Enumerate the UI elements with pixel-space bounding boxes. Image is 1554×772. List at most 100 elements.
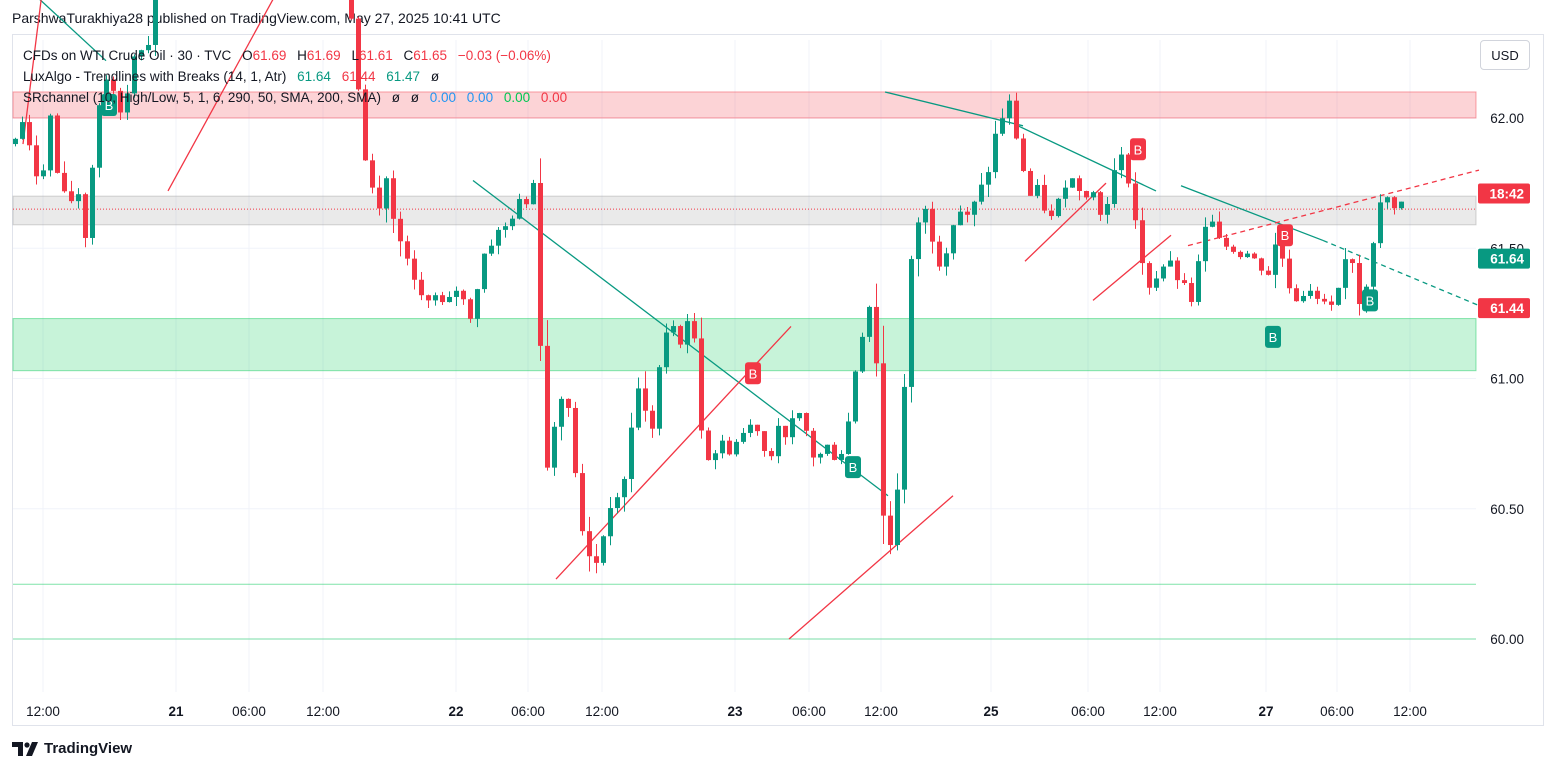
candle-up [846,421,851,454]
candle-up [664,332,669,368]
candle-up [944,253,949,267]
candle-up [1091,192,1096,198]
legend-row-symbol[interactable]: CFDs on WTI Crude Oil · 30 · TVC O61.69 … [23,45,567,66]
price-axis: 64.0063.5063.0062.5062.0061.5061.0060.50… [1490,111,1524,647]
candle-up [853,371,858,422]
x-tick-label: 06:00 [792,704,826,719]
candle-down [356,18,361,90]
candle-down [832,444,837,460]
legend-row-luxalgo[interactable]: LuxAlgo - Trendlines with Breaks (14, 1,… [23,66,567,87]
candle-down [1266,270,1271,275]
candle-down [699,338,704,431]
candle-up [1378,202,1383,244]
candle-up [902,386,907,490]
break-marker-label: B [849,460,858,475]
luxalgo-value-1: 61.64 [297,69,331,84]
y-tick-label: 61.00 [1490,372,1524,387]
candle-up [496,229,501,246]
break-marker-label: B [749,366,758,381]
candle-down [1357,263,1362,305]
candle-up [951,225,956,254]
candle-up [986,172,991,185]
candle-down [727,440,732,455]
low-value: 61.61 [358,48,393,63]
candle-up [1035,184,1040,196]
x-tick-label: 12:00 [306,704,340,719]
candle-up [1203,226,1208,262]
candle-down [62,172,67,192]
candle-up [979,184,984,202]
srchannel-value-5: 0.00 [503,90,531,105]
candle-down [391,178,396,219]
x-tick-label: 12:00 [1393,704,1427,719]
footer-brand[interactable]: TradingView [12,740,132,757]
srchannel-label: SRchannel (10, High/Low, 5, 1, 6, 290, 5… [23,90,381,105]
price-tag-badge [1478,248,1530,269]
candle-up [454,290,459,297]
candle-down [930,208,935,242]
break-marker-label: B [1134,142,1143,157]
candle-up [1399,201,1404,209]
candle-down [377,187,382,209]
candle-down [1252,253,1257,259]
price-tag-label: 61.44 [1490,301,1524,316]
open-value: 61.69 [252,48,287,63]
candle-up [559,398,564,427]
candle-up [615,497,620,509]
candle-up [1301,295,1306,302]
candle-down [587,531,592,557]
candle-down [1175,260,1180,281]
candle-up [1343,259,1348,288]
candle-down [1182,280,1187,284]
candle-down [538,183,543,346]
candle-up [1385,197,1390,203]
candle-up [608,508,613,537]
candle-up [923,208,928,223]
x-tick-label: 12:00 [864,704,898,719]
candle-down [83,194,88,238]
candle-up [685,321,690,345]
candle-up [475,289,480,319]
change-value: −0.03 (−0.06%) [457,48,551,63]
trendline [39,0,107,62]
publish-line: ParshwaTurakhiya28 published on TradingV… [12,10,501,26]
candle-up [433,295,438,301]
candle-up [916,222,921,260]
candle-down [1021,138,1026,171]
candle-down [468,299,473,319]
candle-up [895,489,900,546]
time-axis: 12:00 21 06:00 12:00 22 06:00 12:00 23 06:00 12:0… [26,704,1427,719]
candle-down [1280,244,1285,259]
candle-up [1336,287,1341,305]
x-tick-label: 23 [727,704,743,719]
candle-up [384,178,389,209]
x-tick-label: 22 [448,704,463,719]
srchannel-value-2: ø [410,90,419,105]
candle-up [447,296,452,303]
break-marker-badge [1130,138,1146,161]
legend: CFDs on WTI Crude Oil · 30 · TVC O61.69 … [23,45,567,108]
candle-down [1224,237,1229,247]
luxalgo-value-3: 61.47 [386,69,421,84]
candle-up [41,170,46,177]
candle-up [741,432,746,442]
close-label: C [403,48,414,63]
candle-up [1196,261,1201,302]
currency-button[interactable]: USD [1480,40,1530,70]
close-value: 61.65 [413,48,448,63]
candle-down [881,363,886,516]
candle-up [153,0,158,45]
trendline [1180,185,1324,242]
candle-up [510,218,515,227]
price-tag-label: 18:42 [1489,187,1524,202]
candle-up [139,50,144,57]
price-tags: 18:42 61.64 61.44 [1478,183,1530,319]
high-value: 61.69 [306,48,341,63]
candle-down [1259,258,1264,271]
x-tick-label: 06:00 [232,704,266,719]
candle-up [1210,221,1215,227]
luxalgo-value-4: ø [430,69,440,84]
candle-up [839,453,844,460]
legend-row-srchannel[interactable]: SRchannel (10, High/Low, 5, 1, 6, 290, 5… [23,87,567,108]
